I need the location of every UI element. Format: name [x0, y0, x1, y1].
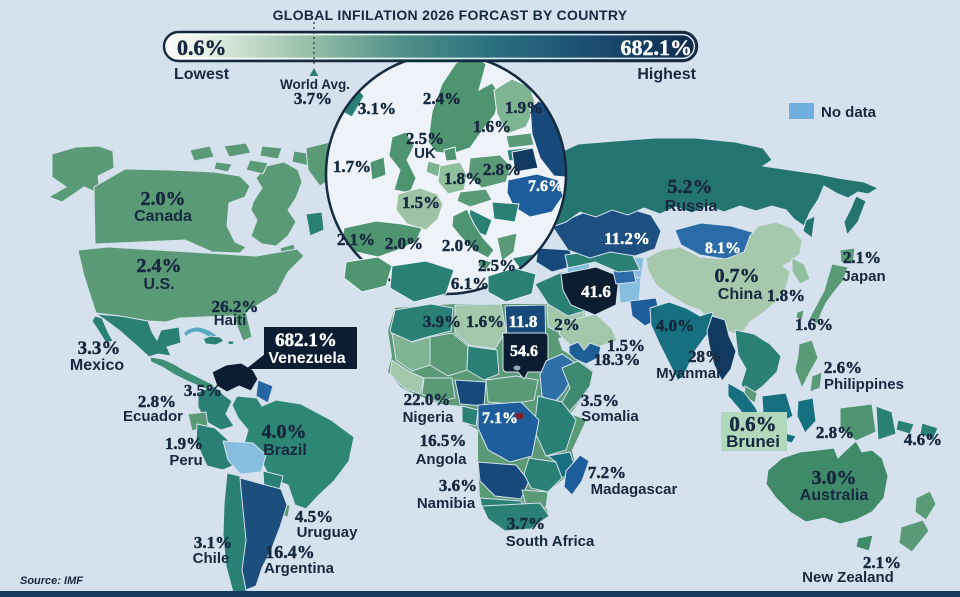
svg-text:2.1%: 2.1%	[337, 230, 375, 249]
svg-text:41.6: 41.6	[581, 282, 611, 301]
svg-text:Lowest: Lowest	[174, 66, 230, 83]
svg-text:Haiti: Haiti	[214, 312, 247, 329]
svg-text:Venezuela: Venezuela	[268, 350, 345, 367]
svg-text:1.6%: 1.6%	[466, 312, 504, 331]
svg-text:2.4%: 2.4%	[137, 255, 182, 277]
svg-text:2.8%: 2.8%	[483, 160, 521, 179]
svg-text:16.4%: 16.4%	[265, 542, 315, 562]
svg-text:1.6%: 1.6%	[473, 117, 511, 136]
svg-text:682.1%: 682.1%	[621, 35, 693, 60]
svg-text:8.1%: 8.1%	[705, 240, 741, 257]
svg-text:3.0%: 3.0%	[812, 467, 857, 489]
svg-text:1.5%: 1.5%	[402, 193, 440, 212]
svg-text:2.5%: 2.5%	[478, 256, 516, 275]
svg-text:7.1%: 7.1%	[482, 410, 518, 427]
svg-text:Uruguay: Uruguay	[297, 524, 359, 541]
svg-text:China: China	[718, 286, 763, 303]
svg-text:2.1%: 2.1%	[843, 248, 881, 267]
svg-text:11.8: 11.8	[509, 312, 538, 331]
svg-text:3.7%: 3.7%	[507, 514, 545, 533]
svg-text:2.8%: 2.8%	[816, 423, 854, 442]
svg-text:3.7%: 3.7%	[294, 89, 332, 108]
svg-text:3.1%: 3.1%	[194, 533, 232, 552]
svg-text:GLOBAL INFILATION 2026 FORCAST: GLOBAL INFILATION 2026 FORCAST BY COUNTR…	[273, 7, 628, 23]
svg-text:5.2%: 5.2%	[668, 176, 713, 198]
svg-text:16.5%: 16.5%	[420, 431, 467, 450]
svg-text:2.1%: 2.1%	[863, 553, 901, 572]
svg-text:1.5%: 1.5%	[607, 336, 645, 355]
svg-text:3.1%: 3.1%	[358, 99, 396, 118]
svg-text:Highest: Highest	[637, 66, 696, 83]
svg-text:4.5%: 4.5%	[295, 507, 333, 526]
svg-text:No data: No data	[821, 104, 877, 121]
svg-text:2.0%: 2.0%	[385, 234, 423, 253]
svg-text:U.S.: U.S.	[143, 276, 174, 293]
svg-text:Somalia: Somalia	[581, 408, 639, 425]
svg-text:3.3%: 3.3%	[78, 338, 121, 359]
svg-text:Argentina: Argentina	[264, 560, 335, 577]
svg-text:4.0%: 4.0%	[262, 421, 307, 443]
svg-text:0.6%: 0.6%	[177, 35, 227, 60]
svg-text:2.5%: 2.5%	[406, 129, 444, 148]
svg-text:22.0%: 22.0%	[404, 390, 451, 409]
svg-text:11.2%: 11.2%	[604, 229, 650, 248]
svg-text:3.5%: 3.5%	[184, 381, 222, 400]
svg-text:Myanmar: Myanmar	[656, 365, 722, 382]
svg-text:18.3%: 18.3%	[594, 350, 641, 369]
svg-text:2.6%: 2.6%	[824, 358, 862, 377]
svg-text:6.1%: 6.1%	[451, 274, 489, 293]
svg-text:7.6%: 7.6%	[528, 178, 564, 195]
svg-text:3.9%: 3.9%	[423, 312, 461, 331]
svg-text:4.0%: 4.0%	[656, 316, 694, 335]
svg-text:Nigeria: Nigeria	[403, 409, 455, 426]
svg-text:Chile: Chile	[193, 550, 230, 567]
svg-text:Source: IMF: Source: IMF	[20, 575, 83, 587]
svg-text:4.6%: 4.6%	[904, 430, 942, 449]
svg-text:3.5%: 3.5%	[581, 391, 619, 410]
svg-text:Namibia: Namibia	[417, 495, 476, 512]
svg-text:1.6%: 1.6%	[795, 315, 833, 334]
svg-text:2.0%: 2.0%	[141, 188, 186, 210]
svg-text:1.7%: 1.7%	[333, 157, 371, 176]
svg-text:54.6: 54.6	[510, 343, 538, 360]
svg-text:Russia: Russia	[665, 198, 718, 215]
svg-text:2.4%: 2.4%	[423, 89, 461, 108]
svg-text:0.7%: 0.7%	[715, 265, 760, 287]
svg-text:3.6%: 3.6%	[439, 476, 477, 495]
svg-text:Philippines: Philippines	[824, 376, 904, 393]
svg-text:28%: 28%	[688, 347, 722, 366]
svg-text:0.6%: 0.6%	[729, 412, 776, 436]
svg-text:Brazil: Brazil	[263, 442, 307, 459]
svg-text:New Zealand: New Zealand	[802, 569, 894, 586]
svg-text:2.0%: 2.0%	[442, 236, 480, 255]
svg-text:Japan: Japan	[842, 268, 885, 285]
svg-text:Canada: Canada	[134, 208, 192, 225]
svg-text:Brunei: Brunei	[726, 432, 780, 451]
svg-text:World Avg.: World Avg.	[280, 77, 350, 92]
svg-text:1.8%: 1.8%	[767, 286, 805, 305]
svg-text:Ecuador: Ecuador	[123, 408, 183, 425]
svg-text:Mexico: Mexico	[70, 357, 124, 374]
svg-text:Angola: Angola	[416, 451, 467, 468]
svg-text:1.9%: 1.9%	[505, 98, 543, 117]
svg-text:2.8%: 2.8%	[138, 392, 176, 411]
svg-text:UK: UK	[414, 145, 436, 162]
svg-text:1.9%: 1.9%	[165, 434, 203, 453]
svg-text:2%: 2%	[554, 315, 580, 334]
svg-text:Australia: Australia	[800, 487, 869, 504]
svg-text:South Africa: South Africa	[506, 533, 595, 550]
svg-text:7.2%: 7.2%	[588, 463, 626, 482]
svg-text:1.8%: 1.8%	[444, 169, 482, 188]
svg-text:Madagascar: Madagascar	[591, 481, 678, 498]
svg-text:Peru: Peru	[169, 452, 202, 469]
svg-text:26.2%: 26.2%	[212, 297, 259, 316]
svg-text:682.1%: 682.1%	[275, 330, 337, 351]
